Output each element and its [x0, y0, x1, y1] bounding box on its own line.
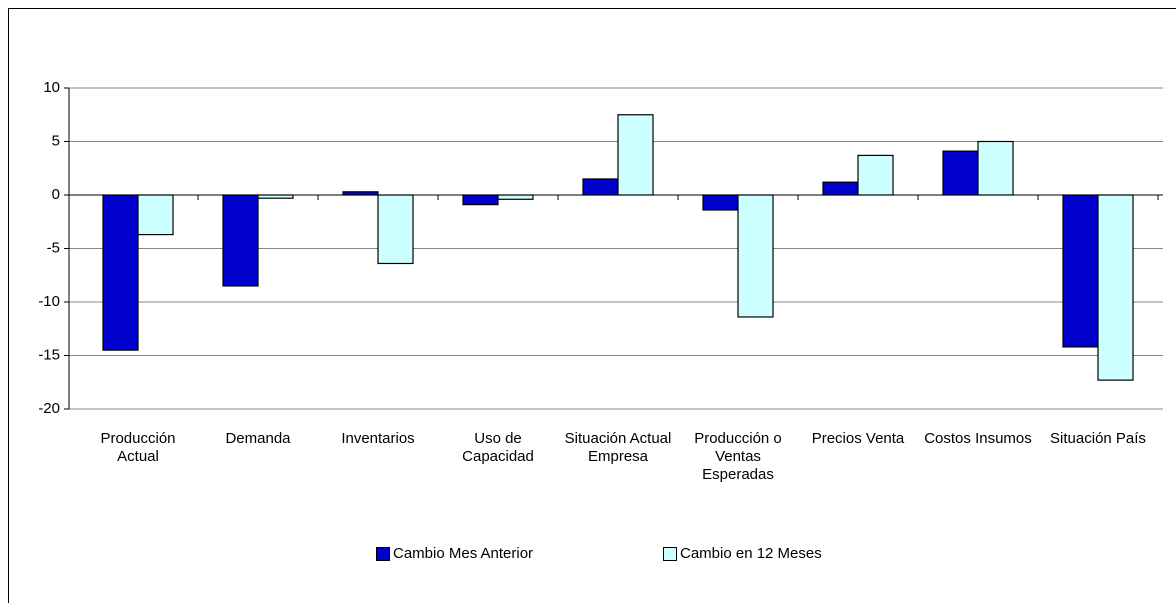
legend-item: Cambio Mes Anterior: [376, 545, 533, 562]
x-tick-label: Producción o Ventas Esperadas: [694, 430, 782, 483]
legend-label: Cambio en 12 Meses: [680, 545, 822, 562]
chart-frame: [8, 8, 1176, 603]
bar: [102, 194, 139, 351]
legend-swatch: [663, 546, 677, 561]
y-tick-label: -15: [38, 346, 60, 363]
bar: [377, 194, 414, 265]
bar: [137, 194, 174, 236]
y-tick-label: -20: [38, 400, 60, 417]
bar: [582, 178, 619, 196]
bar: [1062, 194, 1099, 348]
x-tick-label: Situación País: [1050, 430, 1146, 447]
y-tick-label: 10: [43, 79, 60, 96]
bar: [497, 194, 534, 200]
legend-label: Cambio Mes Anterior: [393, 545, 534, 562]
x-tick-label: Producción Actual: [100, 430, 176, 465]
bar: [1097, 194, 1134, 381]
y-tick-label: -5: [47, 239, 60, 256]
legend-item: Cambio en 12 Meses: [663, 545, 822, 562]
bar: [222, 194, 259, 287]
x-tick-label: Uso de Capacidad: [462, 430, 534, 465]
x-tick-label: Costos Insumos: [924, 430, 1032, 447]
y-tick-label: 5: [52, 132, 60, 149]
legend-swatch: [376, 546, 390, 561]
y-tick-label: -10: [38, 293, 60, 310]
x-tick-label: Precios Venta: [811, 430, 905, 447]
bar: [857, 154, 894, 196]
bar: [617, 114, 654, 196]
x-tick-label: Situación Actual Empresa: [564, 430, 672, 465]
bar: [462, 194, 499, 206]
bar: [942, 150, 979, 196]
bar: [977, 140, 1014, 196]
bar: [737, 194, 774, 318]
x-tick-label: Inventarios: [341, 430, 415, 447]
y-tick-label: 0: [52, 186, 60, 203]
bar: [702, 194, 739, 211]
x-tick-label: Demanda: [225, 430, 291, 447]
bar: [822, 181, 859, 196]
